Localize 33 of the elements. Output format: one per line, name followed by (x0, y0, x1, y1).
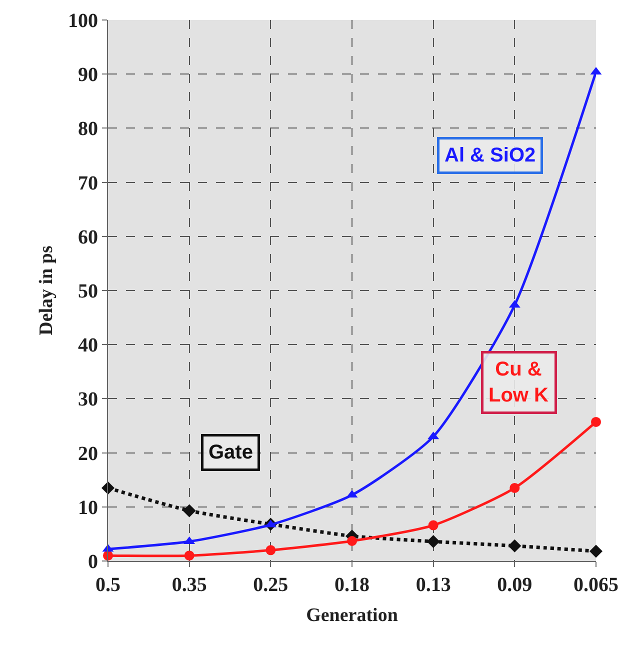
x-tick-label: 0.5 (96, 574, 120, 596)
y-tick-label: 100 (68, 10, 98, 32)
point (347, 536, 357, 546)
point (510, 482, 520, 493)
y-tick-label: 0 (88, 551, 98, 573)
y-axis-title: Delay in ps (36, 246, 57, 336)
point (266, 545, 276, 556)
text: Cu & Low K (488, 358, 550, 406)
point (591, 416, 601, 427)
point (184, 550, 194, 561)
x-tick-label: 0.35 (172, 574, 207, 596)
y-tick-label: 70 (78, 172, 98, 194)
x-tick-label: 0.09 (497, 574, 532, 596)
series-label: Al & SiO2 (444, 144, 536, 166)
y-tick-label: 10 (78, 496, 98, 519)
y-tick-label: 60 (78, 226, 98, 248)
point (590, 544, 602, 558)
text: Gate (208, 442, 253, 464)
y-tick-label: 50 (78, 280, 98, 302)
x-tick-label: 0.25 (253, 574, 288, 596)
x-tick-label: 0.065 (574, 574, 618, 596)
point (508, 539, 522, 552)
y-tick-label: 20 (78, 442, 98, 465)
x-tick-label: 0.13 (416, 574, 451, 596)
y-tick-label: 90 (78, 64, 98, 86)
y-tick-label: 30 (78, 388, 98, 411)
point (182, 504, 196, 518)
x-tick-label: 0.18 (334, 574, 370, 596)
y-tick-label: 40 (78, 334, 98, 357)
point (426, 535, 440, 548)
point (428, 520, 438, 530)
x-axis-title: Generation (306, 604, 398, 626)
y-tick-label: 80 (78, 118, 98, 140)
